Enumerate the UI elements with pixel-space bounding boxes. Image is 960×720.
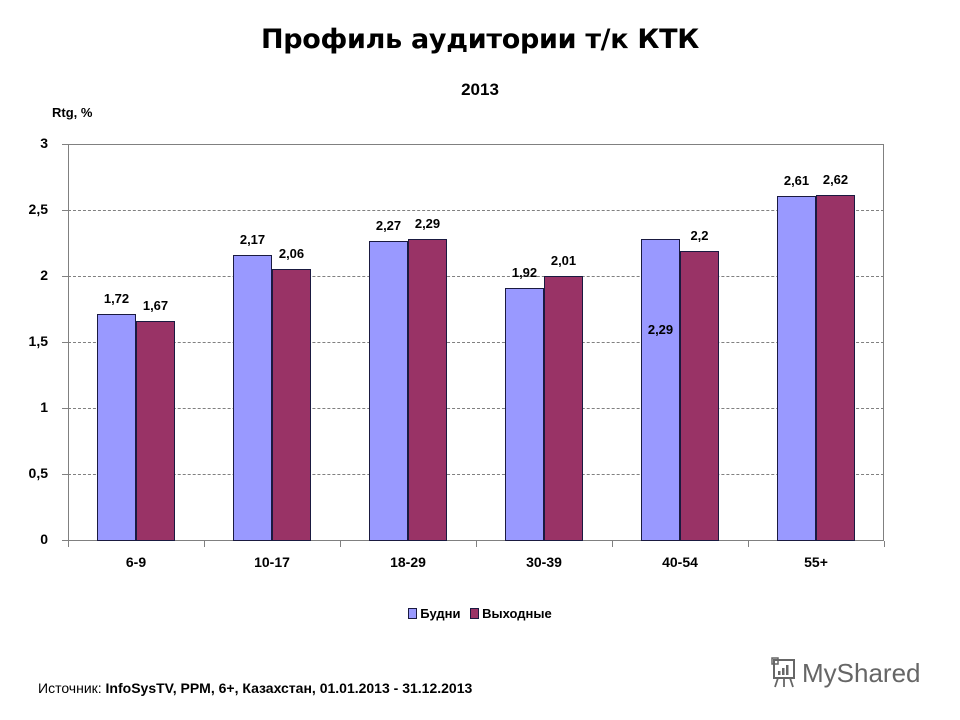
- bar-weekdays: [233, 254, 272, 541]
- x-tick-label: 55+: [804, 554, 828, 570]
- y-tick: [62, 276, 68, 277]
- x-axis: [68, 540, 884, 541]
- x-tick-label: 30-39: [526, 554, 562, 570]
- source-value: InfoSysTV, PPM, 6+, Казахстан, 01.01.201…: [105, 680, 473, 696]
- data-label: 2,01: [550, 252, 577, 268]
- y-tick: [62, 342, 68, 343]
- y-tick-label: 0: [40, 531, 48, 547]
- gridline: [68, 474, 884, 475]
- bar-weekdays: [641, 238, 680, 541]
- y-tick-label: 2: [40, 267, 48, 283]
- source-label: Источник:: [38, 680, 102, 696]
- x-tick: [612, 541, 613, 547]
- x-tick: [748, 541, 749, 547]
- gridline: [68, 408, 884, 409]
- data-label: 2,27: [375, 218, 402, 234]
- data-label: 2,29: [647, 321, 674, 337]
- y-tick: [62, 210, 68, 211]
- x-tick: [476, 541, 477, 547]
- bar-weekends: [680, 250, 719, 541]
- y-tick-label: 0,5: [28, 465, 48, 481]
- bar-weekends: [544, 275, 583, 541]
- data-label: 2,06: [278, 246, 305, 262]
- y-tick: [62, 144, 68, 145]
- bar-weekends: [408, 238, 447, 541]
- data-label: 2,62: [822, 172, 849, 188]
- y-tick-label: 1,5: [28, 333, 48, 349]
- bar-weekdays: [777, 196, 816, 541]
- page-title: Профиль аудитории т/к КТК: [260, 24, 700, 55]
- y-tick-label: 2,5: [28, 201, 48, 217]
- data-label: 2,29: [414, 215, 441, 231]
- y-tick: [62, 408, 68, 409]
- x-tick: [68, 541, 69, 547]
- x-tick-label: 40-54: [662, 554, 698, 570]
- data-label: 2,61: [783, 173, 810, 189]
- y-tick-label: 1: [40, 399, 48, 415]
- plot-area: 0 0,5 1 1,5 2 2,5 3 6-9 1,72 1,67 10-17 2,17 2,06 18-…: [29, 135, 885, 570]
- x-tick-label: 18-29: [390, 554, 426, 570]
- x-tick: [884, 541, 885, 547]
- bar-weekdays: [369, 241, 408, 541]
- gridline: [68, 342, 884, 343]
- bar-weekends: [136, 320, 175, 541]
- legend-swatch-weekdays: [408, 608, 418, 619]
- legend-label-weekends: Выходные: [482, 606, 552, 621]
- legend-swatch-weekends: [470, 608, 480, 619]
- data-label: 1,67: [142, 297, 169, 313]
- x-tick: [204, 541, 205, 547]
- bar-weekdays: [505, 287, 544, 541]
- bar-weekends: [816, 195, 855, 541]
- source-note: Источник: InfoSysTV, PPM, 6+, Казахстан,…: [38, 680, 472, 696]
- data-label: 1,72: [103, 290, 130, 306]
- legend: Будни Выходные: [0, 606, 960, 622]
- y-tick: [62, 540, 68, 541]
- brand-name: MyShared: [802, 657, 921, 688]
- x-tick-label: 6-9: [125, 554, 147, 570]
- x-tick-label: 10-17: [254, 554, 290, 570]
- gridline: [68, 276, 884, 277]
- bar-weekdays: [97, 313, 136, 541]
- bar-weekends: [272, 269, 311, 541]
- data-label: 2,17: [239, 231, 266, 247]
- presentation-board-icon: [771, 657, 795, 688]
- legend-item-weekdays: Будни: [408, 606, 460, 621]
- brand-logo: MyShared: [768, 656, 921, 690]
- x-tick: [340, 541, 341, 547]
- y-axis-label: Rtg, %: [52, 105, 93, 120]
- legend-label-weekdays: Будни: [420, 606, 461, 621]
- y-axis: [68, 144, 69, 541]
- data-label: 1,92: [511, 264, 538, 280]
- y-tick-label: 3: [40, 135, 48, 151]
- data-label: 2,2: [690, 227, 709, 243]
- gridline: [68, 210, 884, 211]
- chart-subtitle: 2013: [461, 80, 499, 99]
- legend-item-weekends: Выходные: [470, 606, 552, 621]
- y-tick: [62, 474, 68, 475]
